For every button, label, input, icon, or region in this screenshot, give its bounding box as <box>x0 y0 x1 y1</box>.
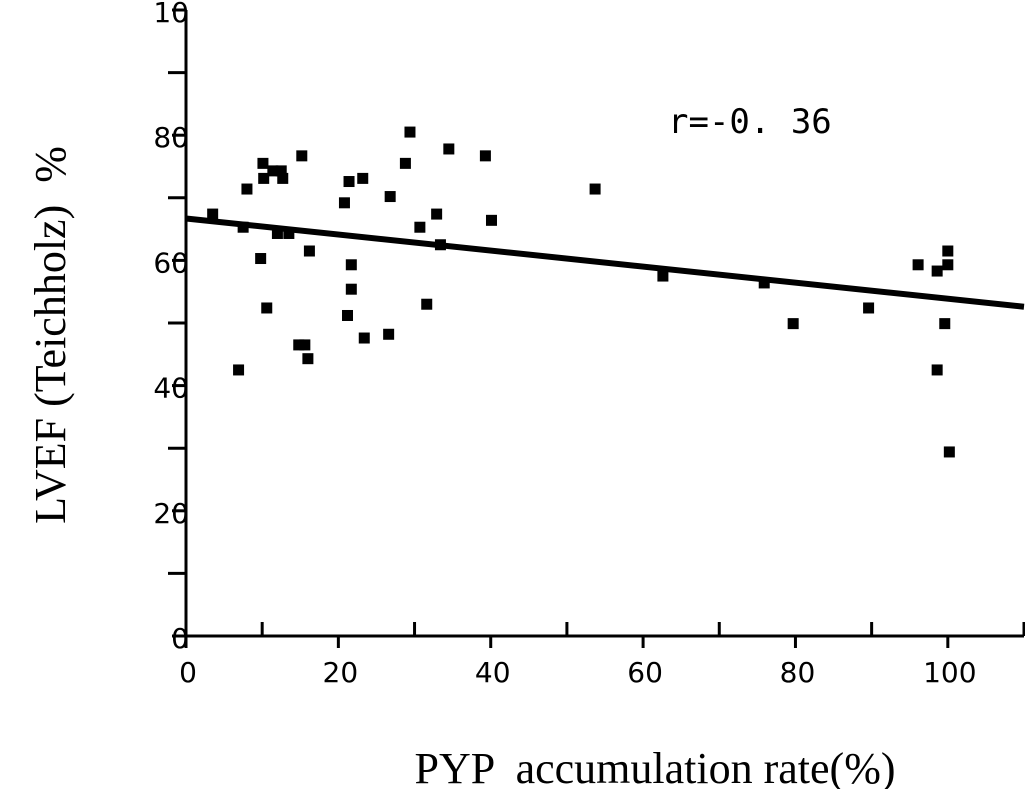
regression-line <box>185 215 1025 310</box>
y-tick-label: 60 <box>153 246 189 279</box>
x-axis-title: PYP accumulation rate(%) <box>415 744 896 789</box>
y-tick-label: 20 <box>153 497 189 530</box>
data-point <box>342 309 354 321</box>
data-point <box>384 191 396 203</box>
data-point <box>863 302 875 314</box>
data-point <box>207 208 219 220</box>
data-point <box>939 318 951 330</box>
data-point <box>343 176 355 188</box>
y-axis-title: LVEF (Teichholz) % <box>26 146 75 524</box>
data-point <box>912 259 924 271</box>
data-point <box>942 245 954 257</box>
data-point <box>255 253 267 265</box>
data-point <box>338 197 350 209</box>
data-point <box>404 126 416 138</box>
x-tick-label: 100 <box>923 656 976 689</box>
data-point <box>261 302 273 314</box>
y-tick-label: 0 <box>171 622 189 655</box>
data-point <box>931 265 943 277</box>
data-point <box>383 328 395 340</box>
data-point <box>267 165 279 177</box>
data-point <box>293 339 305 351</box>
axes: 0 20 40 60 80 100 0 20 40 60 80 10 <box>153 0 1025 689</box>
data-point <box>443 143 455 155</box>
data-point <box>283 227 295 239</box>
data-point <box>931 364 943 376</box>
data-point <box>434 239 446 251</box>
data-point <box>589 183 601 195</box>
data-point <box>277 172 289 184</box>
data-point <box>296 150 308 162</box>
x-tick-label: 80 <box>780 656 816 689</box>
x-tick-label: 60 <box>627 656 663 689</box>
data-point <box>943 446 955 458</box>
data-point <box>233 364 245 376</box>
data-point <box>271 227 283 239</box>
data-point <box>275 165 287 177</box>
x-tick-label: 0 <box>179 656 197 689</box>
data-point <box>431 208 443 220</box>
data-point <box>302 353 314 365</box>
regression-line-layer <box>185 215 1025 310</box>
data-points <box>207 126 955 458</box>
data-point <box>787 318 799 330</box>
data-point <box>485 214 497 226</box>
chart-text: r=-0. 36 PYP accumulation rate(%) LVEF (… <box>26 102 896 793</box>
x-tick-label: 20 <box>323 656 359 689</box>
data-point <box>303 245 315 257</box>
x-tick-label: 40 <box>475 656 511 689</box>
data-point <box>345 283 357 295</box>
y-tick-label: 80 <box>153 121 189 154</box>
data-point <box>241 183 253 195</box>
data-point <box>479 150 491 162</box>
data-point <box>257 157 269 169</box>
data-point <box>421 298 433 310</box>
data-point <box>657 270 669 282</box>
data-point <box>345 259 357 271</box>
correlation-annotation: r=-0. 36 <box>668 102 832 142</box>
data-point <box>942 259 954 271</box>
data-point <box>414 221 426 233</box>
y-tick-label: 40 <box>153 372 189 405</box>
data-point <box>357 172 369 184</box>
data-point <box>758 277 770 289</box>
data-point <box>358 332 370 344</box>
y-tick-label: 10 <box>153 0 189 29</box>
data-point <box>237 221 249 233</box>
data-point <box>299 339 311 351</box>
data-point <box>399 157 411 169</box>
data-point <box>258 172 270 184</box>
